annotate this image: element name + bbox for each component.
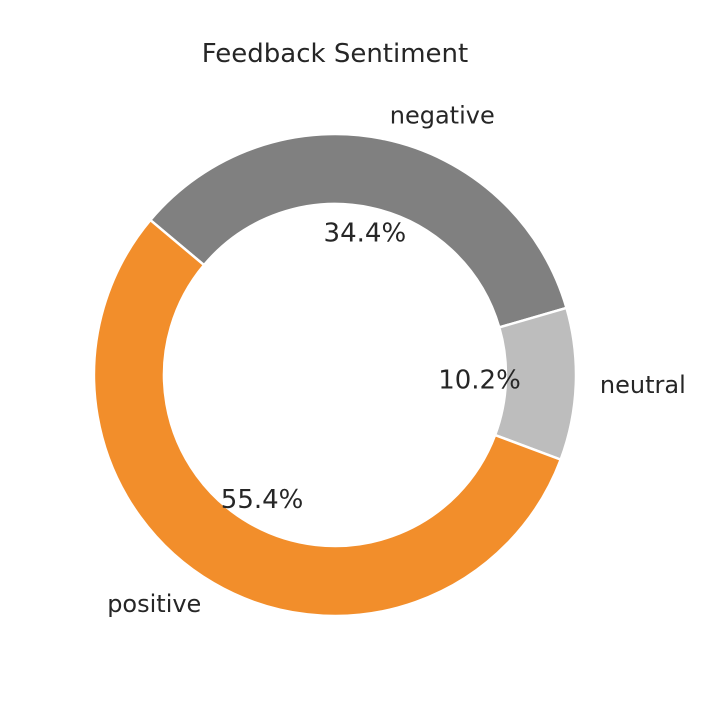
slice-label-positive: positive (107, 590, 201, 618)
pct-label-negative: 34.4% (324, 219, 407, 249)
pct-label-neutral: 10.2% (438, 366, 521, 396)
slice-negative (148, 132, 569, 329)
slice-label-negative: negative (390, 102, 495, 130)
labels-layer: negative 34.4% neutral 10.2% positive 55.4% (107, 102, 686, 618)
chart-title: Feedback Sentiment (202, 39, 468, 69)
slice-positive (92, 218, 563, 618)
slice-label-neutral: neutral (600, 371, 686, 399)
slices-layer (92, 132, 578, 618)
pct-label-positive: 55.4% (221, 485, 304, 515)
